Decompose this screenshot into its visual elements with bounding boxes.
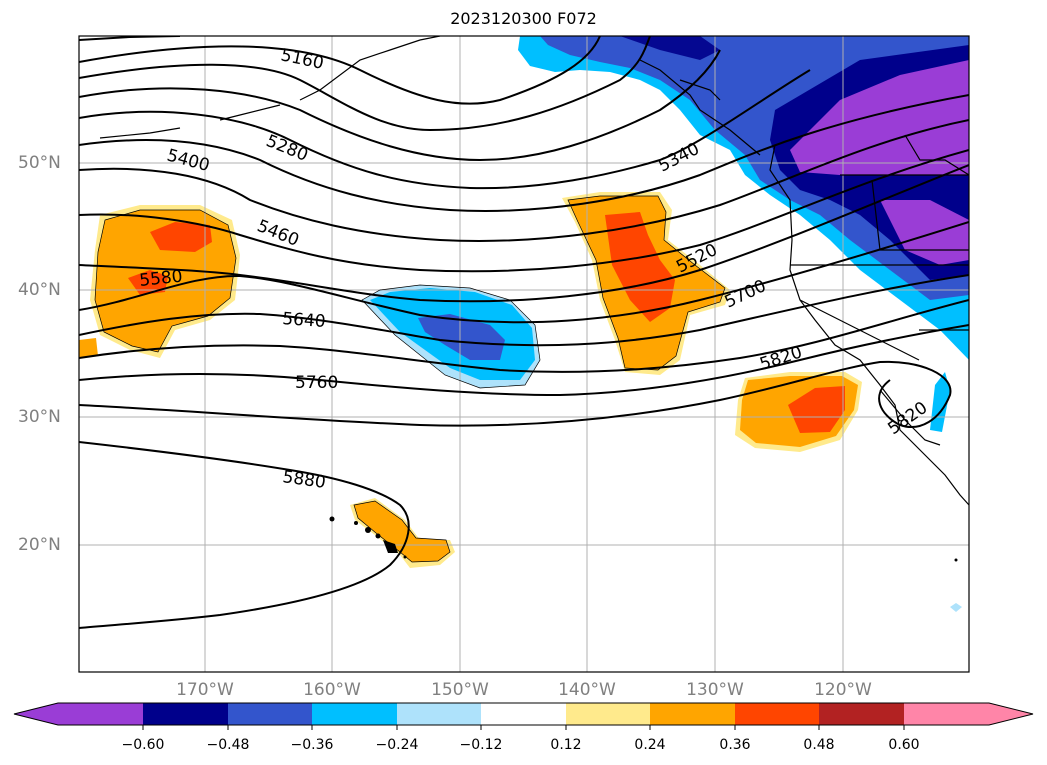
colorbar-tick-label: −0.24 bbox=[375, 737, 419, 753]
lat-label: 30°N bbox=[18, 407, 61, 427]
colorbar-tick-label: 0.48 bbox=[803, 737, 835, 753]
lat-label: 40°N bbox=[18, 280, 61, 300]
height-contours bbox=[79, 36, 969, 629]
map-frame bbox=[78, 35, 970, 673]
lat-label: 50°N bbox=[18, 153, 61, 173]
lon-label: 160°W bbox=[303, 680, 361, 700]
map-plot-area: 5160 5280 5340 5400 5460 5520 5580 5640 … bbox=[79, 36, 969, 672]
colorbar-tick-label: 0.36 bbox=[719, 737, 751, 753]
colorbar-tick-label: −0.12 bbox=[459, 737, 503, 753]
colorbar-tick-label: −0.60 bbox=[121, 737, 165, 753]
hawaiian-islands bbox=[329, 516, 958, 562]
colorbar-over-arrow bbox=[989, 703, 1033, 725]
colorbar-tick-label: −0.48 bbox=[206, 737, 250, 753]
colorbar-tick-label: 0.60 bbox=[888, 737, 920, 753]
lat-label: 20°N bbox=[18, 535, 61, 555]
lon-label: 120°W bbox=[814, 680, 872, 700]
negative-anomaly-central-pacific bbox=[362, 285, 540, 388]
contour-label: 5760 bbox=[295, 373, 338, 393]
colorbar-tick-label: 0.12 bbox=[550, 737, 582, 753]
contour-label: 5640 bbox=[282, 309, 327, 332]
graticule bbox=[79, 36, 969, 672]
map-title: 2023120300 F072 bbox=[450, 9, 597, 28]
negative-anomaly-shading bbox=[518, 36, 969, 360]
colorbar-tick-label: 0.24 bbox=[634, 737, 666, 753]
colorbar bbox=[13, 702, 1034, 730]
lon-label: 140°W bbox=[558, 680, 616, 700]
lon-label: 130°W bbox=[686, 680, 744, 700]
colorbar-tick-label: −0.36 bbox=[290, 737, 334, 753]
lon-label: 170°W bbox=[176, 680, 234, 700]
lon-label: 150°W bbox=[431, 680, 489, 700]
colorbar-under-arrow bbox=[14, 703, 58, 725]
contour-label: 5580 bbox=[138, 267, 183, 291]
